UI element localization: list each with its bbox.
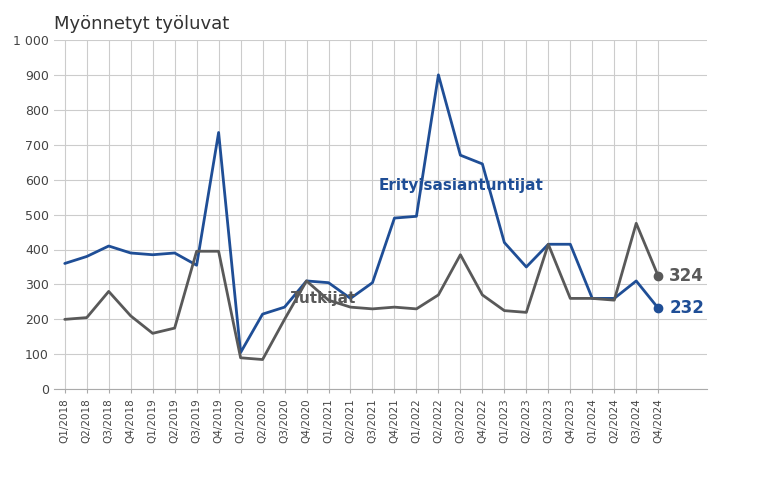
Text: Erityisasiantuntijat: Erityisasiantuntijat: [379, 178, 544, 193]
Text: Myönnetyt työluvat: Myönnetyt työluvat: [54, 15, 229, 33]
Text: 324: 324: [669, 267, 704, 285]
Text: 232: 232: [669, 299, 704, 317]
Text: Tutkijat: Tutkijat: [291, 290, 356, 305]
